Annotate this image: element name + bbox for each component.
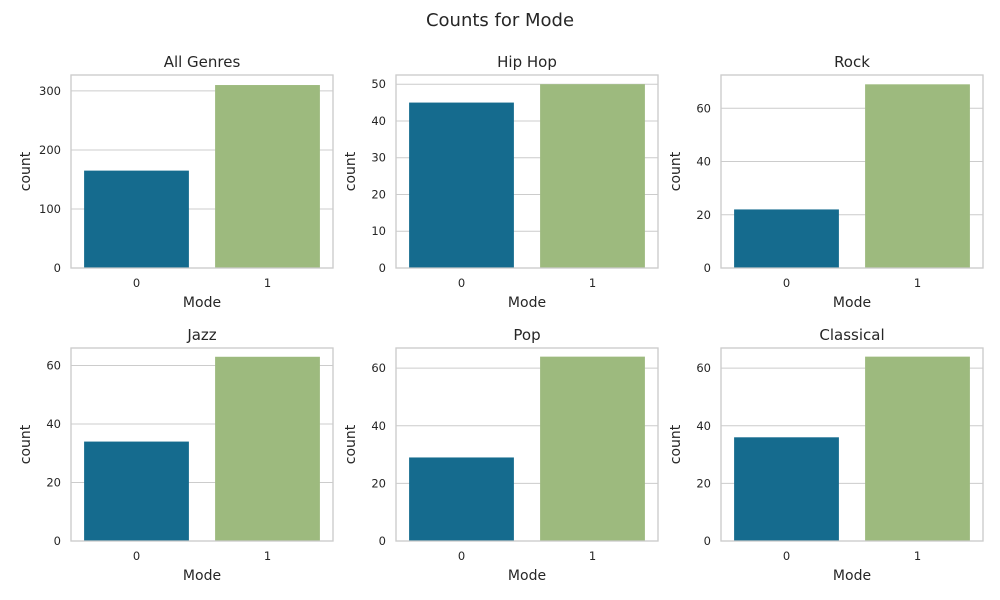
subplot-all-genres: 0 100 200 300 0 1 All Genres Mode count xyxy=(18,53,334,311)
y-tick-label: 40 xyxy=(46,417,61,431)
y-tick-label: 60 xyxy=(696,361,711,375)
bar-mode-1 xyxy=(215,356,320,541)
y-tick-label: 20 xyxy=(46,476,61,490)
bar-mode-0 xyxy=(734,209,839,268)
x-tick-label: 0 xyxy=(133,549,140,563)
bar-mode-1 xyxy=(540,356,645,541)
y-tick-label: 200 xyxy=(39,143,61,157)
y-tick-label: 0 xyxy=(379,261,386,275)
y-tick-label: 40 xyxy=(696,419,711,433)
y-tick-label: 60 xyxy=(46,359,61,373)
x-tick-label: 0 xyxy=(458,276,465,290)
y-tick-label: 300 xyxy=(39,84,61,98)
y-axis-label: count xyxy=(343,151,359,191)
bar-mode-0 xyxy=(84,170,189,268)
y-tick-label: 30 xyxy=(371,151,386,165)
y-axis-label: count xyxy=(668,151,684,191)
y-tick-label: 0 xyxy=(704,534,711,548)
y-tick-label: 60 xyxy=(696,101,711,115)
figure-title: Counts for Mode xyxy=(426,10,574,31)
plot-border xyxy=(395,74,659,269)
y-tick-label: 20 xyxy=(696,476,711,490)
bar-mode-0 xyxy=(734,437,839,541)
y-axis-label: count xyxy=(18,424,34,464)
y-tick-label: 60 xyxy=(371,361,386,375)
x-tick-label: 1 xyxy=(589,276,596,290)
subplot-title: Classical xyxy=(819,326,884,344)
y-tick-label: 100 xyxy=(39,202,61,216)
subplot-jazz: 0 20 40 60 0 1 Jazz Mode count xyxy=(18,326,334,584)
x-tick-label: 1 xyxy=(264,276,271,290)
y-tick-label: 0 xyxy=(54,534,61,548)
x-axis-label: Mode xyxy=(833,295,871,311)
y-axis-label: count xyxy=(668,424,684,464)
subplot-title: All Genres xyxy=(164,53,241,71)
x-tick-label: 0 xyxy=(783,276,790,290)
bar-mode-0 xyxy=(409,457,514,541)
plot-border xyxy=(70,347,334,542)
x-tick-label: 1 xyxy=(914,276,921,290)
plot-border xyxy=(720,74,984,269)
y-tick-label: 20 xyxy=(371,187,386,201)
x-tick-label: 0 xyxy=(783,549,790,563)
bar-mode-0 xyxy=(409,102,514,268)
x-tick-label: 1 xyxy=(264,549,271,563)
x-axis-label: Mode xyxy=(183,295,221,311)
y-tick-label: 40 xyxy=(696,155,711,169)
subplot-pop: 0 20 40 60 0 1 Pop Mode count xyxy=(343,326,659,584)
y-tick-label: 40 xyxy=(371,419,386,433)
bar-mode-1 xyxy=(215,85,320,269)
subplot-hip-hop: 0 10 20 30 40 50 0 1 Hip Hop Mode count xyxy=(343,53,659,311)
plot-border xyxy=(720,347,984,542)
y-tick-label: 20 xyxy=(371,476,386,490)
y-tick-label: 10 xyxy=(371,224,386,238)
x-axis-label: Mode xyxy=(833,568,871,584)
plot-border xyxy=(395,347,659,542)
y-tick-label: 0 xyxy=(704,261,711,275)
plot-border xyxy=(70,74,334,269)
y-tick-label: 20 xyxy=(696,208,711,222)
subplot-title: Rock xyxy=(834,53,870,71)
x-tick-label: 0 xyxy=(133,276,140,290)
y-tick-label: 0 xyxy=(379,534,386,548)
subplot-classical: 0 20 40 60 0 1 Classical Mode count xyxy=(668,326,984,584)
y-axis-label: count xyxy=(343,424,359,464)
subplot-title: Pop xyxy=(513,326,540,344)
y-tick-label: 50 xyxy=(371,77,386,91)
subplot-title: Hip Hop xyxy=(497,53,557,71)
bar-mode-1 xyxy=(865,84,970,269)
x-tick-label: 1 xyxy=(914,549,921,563)
subplot-title: Jazz xyxy=(186,326,216,344)
bar-mode-1 xyxy=(540,84,645,268)
x-tick-label: 0 xyxy=(458,549,465,563)
bar-mode-1 xyxy=(865,356,970,541)
y-tick-label: 0 xyxy=(54,261,61,275)
x-axis-label: Mode xyxy=(508,568,546,584)
x-axis-label: Mode xyxy=(183,568,221,584)
subplot-rock: 0 20 40 60 0 1 Rock Mode count xyxy=(668,53,984,311)
bar-mode-0 xyxy=(84,441,189,541)
x-axis-label: Mode xyxy=(508,295,546,311)
y-tick-label: 40 xyxy=(371,114,386,128)
x-tick-label: 1 xyxy=(589,549,596,563)
y-axis-label: count xyxy=(18,151,34,191)
